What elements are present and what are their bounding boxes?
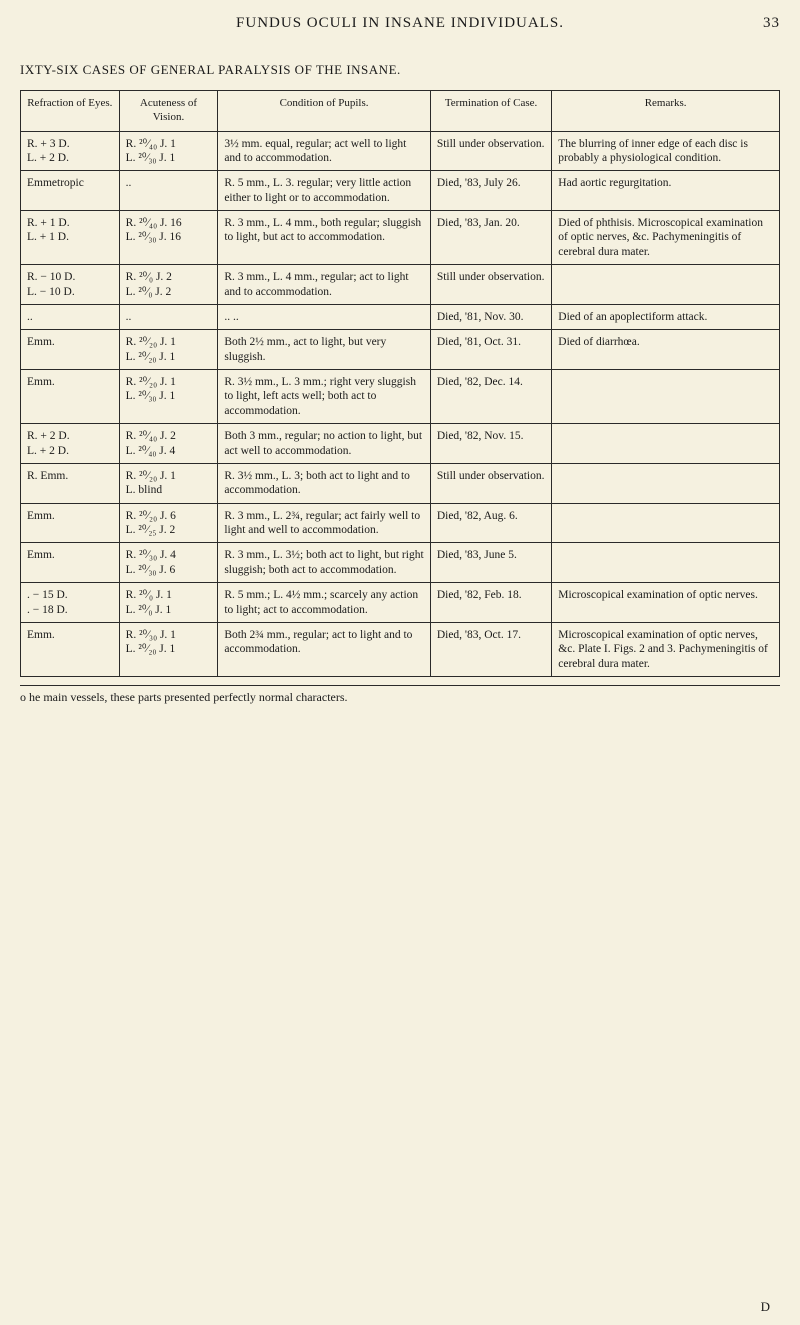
table-row: Emm.R. ²⁰⁄₃₀ J. 4L. ²⁰⁄₃₀ J. 6R. 3 mm., … xyxy=(21,543,780,583)
cell-refraction: Emm. xyxy=(21,330,120,370)
table-row: R. − 10 D.L. − 10 D.R. ²⁰⁄₀ J. 2L. ²⁰⁄₀ … xyxy=(21,265,780,305)
cell-remarks: Died of diarrhœa. xyxy=(552,330,780,370)
cell-termination: Died, '83, June 5. xyxy=(430,543,551,583)
cell-pupils: Both 2¾ mm., regular; act to light and t… xyxy=(218,622,431,676)
cases-table: Refraction of Eyes. Acuteness of Vision.… xyxy=(20,90,780,677)
cell-termination: Still under observation. xyxy=(430,131,551,171)
table-row: R. + 1 D.L. + 1 D.R. ²⁰⁄₄₀ J. 16L. ²⁰⁄₃₀… xyxy=(21,211,780,265)
col-acuteness: Acuteness of Vision. xyxy=(119,91,218,132)
cell-acuteness: R. ²⁰⁄₀ J. 2L. ²⁰⁄₀ J. 2 xyxy=(119,265,218,305)
cell-acuteness: .. xyxy=(119,304,218,329)
page-footer-letter: D xyxy=(761,1299,770,1315)
cell-remarks: Microscopical examination of optic nerve… xyxy=(552,622,780,676)
footer-note: o he main vessels, these parts presented… xyxy=(20,685,780,705)
cell-termination: Died, '82, Dec. 14. xyxy=(430,370,551,424)
cell-refraction: R. − 10 D.L. − 10 D. xyxy=(21,265,120,305)
table-row: Emmetropic..R. 5 mm., L. 3. regular; ver… xyxy=(21,171,780,211)
table-row: Emm.R. ²⁰⁄₂₀ J. 6L. ²⁰⁄₂₅ J. 2R. 3 mm., … xyxy=(21,503,780,543)
cell-refraction: R. + 3 D.L. + 2 D. xyxy=(21,131,120,171)
cell-pupils: R. 3 mm., L. 4 mm., both regular; sluggi… xyxy=(218,211,431,265)
cell-acuteness: R. ²⁰⁄₄₀ J. 1L. ²⁰⁄₃₀ J. 1 xyxy=(119,131,218,171)
cell-pupils: Both 3 mm., regular; no action to light,… xyxy=(218,424,431,464)
cell-acuteness: R. ²⁰⁄₂₀ J. 6L. ²⁰⁄₂₅ J. 2 xyxy=(119,503,218,543)
cell-remarks xyxy=(552,265,780,305)
table-row: Emm.R. ²⁰⁄₃₀ J. 1L. ²⁰⁄₂₀ J. 1Both 2¾ mm… xyxy=(21,622,780,676)
cell-acuteness: R. ²⁰⁄₂₀ J. 1L. blind xyxy=(119,463,218,503)
cell-acuteness: R. ²⁰⁄₀ J. 1L. ²⁰⁄₀ J. 1 xyxy=(119,583,218,623)
cell-pupils: R. 5 mm.; L. 4½ mm.; scarcely any action… xyxy=(218,583,431,623)
cell-refraction: Emm. xyxy=(21,543,120,583)
cell-termination: Died, '83, Jan. 20. xyxy=(430,211,551,265)
cell-pupils: .. .. xyxy=(218,304,431,329)
page-header: FUNDUS OCULI IN INSANE INDIVIDUALS. 33 xyxy=(20,15,780,32)
cell-refraction: R. Emm. xyxy=(21,463,120,503)
col-pupils: Condition of Pupils. xyxy=(218,91,431,132)
table-row: . − 15 D.. − 18 D.R. ²⁰⁄₀ J. 1L. ²⁰⁄₀ J.… xyxy=(21,583,780,623)
cell-refraction: R. + 2 D.L. + 2 D. xyxy=(21,424,120,464)
cell-refraction: Emmetropic xyxy=(21,171,120,211)
table-row: Emm.R. ²⁰⁄₂₀ J. 1L. ²⁰⁄₃₀ J. 1R. 3½ mm.,… xyxy=(21,370,780,424)
table-row: R. + 3 D.L. + 2 D.R. ²⁰⁄₄₀ J. 1L. ²⁰⁄₃₀ … xyxy=(21,131,780,171)
page-title: FUNDUS OCULI IN INSANE INDIVIDUALS. xyxy=(236,15,564,31)
cell-remarks: The blurring of inner edge of each disc … xyxy=(552,131,780,171)
cell-acuteness: R. ²⁰⁄₂₀ J. 1L. ²⁰⁄₂₀ J. 1 xyxy=(119,330,218,370)
cell-termination: Died, '81, Nov. 30. xyxy=(430,304,551,329)
cell-termination: Died, '82, Nov. 15. xyxy=(430,424,551,464)
cell-remarks: Had aortic regurgitation. xyxy=(552,171,780,211)
cell-refraction: . − 15 D.. − 18 D. xyxy=(21,583,120,623)
cell-remarks xyxy=(552,543,780,583)
cell-remarks: Died of phthisis. Microscopical examinat… xyxy=(552,211,780,265)
cell-termination: Died, '83, July 26. xyxy=(430,171,551,211)
cell-pupils: R. 3½ mm., L. 3 mm.; right very sluggish… xyxy=(218,370,431,424)
cell-acuteness: R. ²⁰⁄₄₀ J. 2L. ²⁰⁄₄₀ J. 4 xyxy=(119,424,218,464)
cell-acuteness: R. ²⁰⁄₄₀ J. 16L. ²⁰⁄₃₀ J. 16 xyxy=(119,211,218,265)
cell-pupils: 3½ mm. equal, regular; act well to light… xyxy=(218,131,431,171)
cell-refraction: Emm. xyxy=(21,503,120,543)
cell-refraction: R. + 1 D.L. + 1 D. xyxy=(21,211,120,265)
page-number: 33 xyxy=(763,15,780,32)
cell-remarks xyxy=(552,424,780,464)
col-remarks: Remarks. xyxy=(552,91,780,132)
table-caption: IXTY-SIX CASES OF GENERAL PARALYSIS OF T… xyxy=(20,62,780,78)
cell-remarks xyxy=(552,463,780,503)
cell-remarks: Microscopical examination of optic nerve… xyxy=(552,583,780,623)
cell-pupils: Both 2½ mm., act to light, but very slug… xyxy=(218,330,431,370)
cell-pupils: R. 3 mm., L. 2¾, regular; act fairly wel… xyxy=(218,503,431,543)
table-header-row: Refraction of Eyes. Acuteness of Vision.… xyxy=(21,91,780,132)
cell-pupils: R. 3 mm., L. 4 mm., regular; act to ligh… xyxy=(218,265,431,305)
table-row: R. Emm.R. ²⁰⁄₂₀ J. 1L. blindR. 3½ mm., L… xyxy=(21,463,780,503)
table-row: Emm.R. ²⁰⁄₂₀ J. 1L. ²⁰⁄₂₀ J. 1Both 2½ mm… xyxy=(21,330,780,370)
cell-remarks: Died of an apoplectiform attack. xyxy=(552,304,780,329)
cell-termination: Died, '81, Oct. 31. xyxy=(430,330,551,370)
col-termination: Termination of Case. xyxy=(430,91,551,132)
cell-termination: Still under observation. xyxy=(430,463,551,503)
cell-termination: Died, '82, Feb. 18. xyxy=(430,583,551,623)
col-refraction: Refraction of Eyes. xyxy=(21,91,120,132)
cell-pupils: R. 5 mm., L. 3. regular; very little act… xyxy=(218,171,431,211)
cell-termination: Died, '82, Aug. 6. xyxy=(430,503,551,543)
cell-pupils: R. 3½ mm., L. 3; both act to light and t… xyxy=(218,463,431,503)
table-row: ...... ..Died, '81, Nov. 30.Died of an a… xyxy=(21,304,780,329)
cell-termination: Still under observation. xyxy=(430,265,551,305)
cell-remarks xyxy=(552,370,780,424)
table-row: R. + 2 D.L. + 2 D.R. ²⁰⁄₄₀ J. 2L. ²⁰⁄₄₀ … xyxy=(21,424,780,464)
cell-acuteness: R. ²⁰⁄₃₀ J. 4L. ²⁰⁄₃₀ J. 6 xyxy=(119,543,218,583)
cell-pupils: R. 3 mm., L. 3½; both act to light, but … xyxy=(218,543,431,583)
cell-refraction: .. xyxy=(21,304,120,329)
cell-acuteness: .. xyxy=(119,171,218,211)
cell-refraction: Emm. xyxy=(21,370,120,424)
cell-remarks xyxy=(552,503,780,543)
cell-acuteness: R. ²⁰⁄₂₀ J. 1L. ²⁰⁄₃₀ J. 1 xyxy=(119,370,218,424)
cell-acuteness: R. ²⁰⁄₃₀ J. 1L. ²⁰⁄₂₀ J. 1 xyxy=(119,622,218,676)
cell-termination: Died, '83, Oct. 17. xyxy=(430,622,551,676)
cell-refraction: Emm. xyxy=(21,622,120,676)
